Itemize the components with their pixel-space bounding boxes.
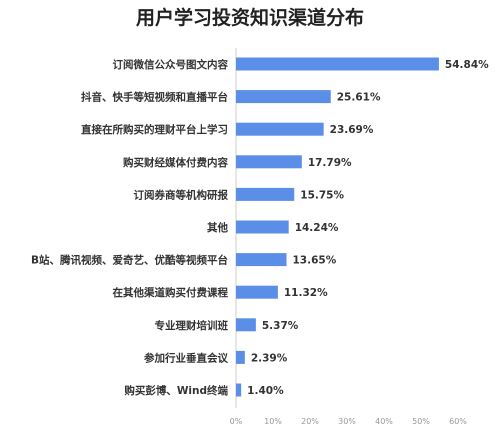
bar xyxy=(236,187,295,201)
x-tick-label: 20% xyxy=(301,417,319,426)
category-labels-group: 订阅微信公众号图文内容抖音、快手等短视频和直播平台直接在所购买的理财平台上学习购… xyxy=(31,58,229,397)
data-label: 17.79% xyxy=(308,157,352,169)
data-label: 23.69% xyxy=(330,124,374,136)
bar xyxy=(236,220,289,234)
x-tick-label: 30% xyxy=(338,417,356,426)
category-label: 购买彭博、Wind终端 xyxy=(124,384,228,397)
data-label: 15.75% xyxy=(300,189,344,201)
category-label: 订阅微信公众号图文内容 xyxy=(113,58,229,71)
category-label: 直接在所购买的理财平台上学习 xyxy=(81,123,228,136)
x-tick-label: 50% xyxy=(412,417,430,426)
chart-title: 用户学习投资知识渠道分布 xyxy=(136,6,364,29)
bar xyxy=(236,318,256,332)
x-tick-label: 10% xyxy=(264,417,282,426)
bar xyxy=(236,57,439,71)
x-tick-label: 60% xyxy=(449,417,467,426)
value-labels-group: 54.84% 25.61% 23.69% 17.79% 15.75% 14.24% 13.6… xyxy=(247,59,489,397)
bar xyxy=(236,155,302,169)
category-label: 参加行业垂直会议 xyxy=(144,351,228,364)
bar xyxy=(236,383,242,397)
x-tick-label: 40% xyxy=(375,417,393,426)
bar xyxy=(236,90,331,104)
data-label: 1.40% xyxy=(247,385,284,397)
data-label: 2.39% xyxy=(251,352,288,364)
category-label: 其他 xyxy=(207,221,228,234)
category-label: 抖音、快手等短视频和直播平台 xyxy=(81,91,228,104)
x-tick-labels-group: 0% 10% 20% 30% 40% 50% 60% xyxy=(230,417,468,426)
data-label: 5.37% xyxy=(262,320,299,332)
bars-group xyxy=(236,57,439,397)
data-label: 13.65% xyxy=(293,255,337,267)
category-label: 专业理财培训班 xyxy=(155,319,229,332)
category-label: 在其他渠道购买付费课程 xyxy=(113,286,229,299)
bar xyxy=(236,253,287,267)
bar xyxy=(236,122,324,136)
data-label: 14.24% xyxy=(295,222,339,234)
x-tick-label: 0% xyxy=(230,417,243,426)
data-label: 54.84% xyxy=(445,59,489,71)
data-label: 25.61% xyxy=(337,92,381,104)
category-label: 订阅券商等机构研报 xyxy=(134,188,229,201)
category-label: 购买财经媒体付费内容 xyxy=(123,156,228,169)
category-label: B站、腾讯视频、爱奇艺、优酷等视频平台 xyxy=(31,254,228,267)
bar xyxy=(236,285,278,299)
data-label: 11.32% xyxy=(284,287,328,299)
bar xyxy=(236,350,245,364)
